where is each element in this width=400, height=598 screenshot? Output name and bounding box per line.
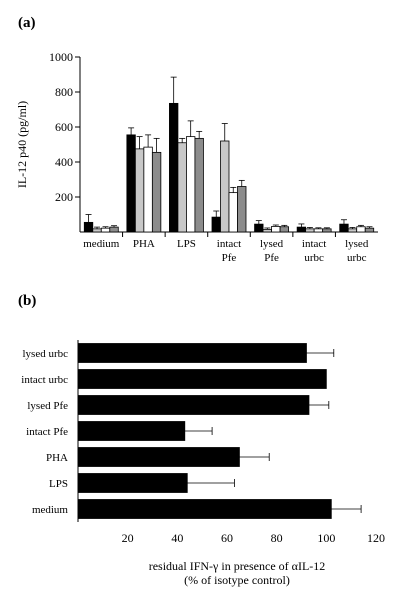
y-tick-label: 400 [55,155,73,169]
x-tick-label: 120 [367,531,385,545]
chart-a: 200 400 600 800 1000 IL-12 p40 (pg/ml) medium P… [15,50,378,264]
bar [254,223,264,233]
bar [347,228,358,233]
bar [339,223,349,233]
category-label: medium [83,238,119,250]
category-label: lysed [345,238,369,250]
bar [322,228,332,233]
y-axis-title: IL-12 p40 (pg/ml) [15,101,29,188]
y-tick-label: 600 [55,120,73,134]
bar [83,221,94,233]
bar [77,395,310,415]
bar [271,225,281,233]
y-tick-label: 800 [55,85,73,99]
bar [313,228,324,233]
bar [77,421,186,441]
x-tick-label: 100 [317,531,335,545]
y-tick-label: 1000 [49,50,73,64]
category-label: lysed Pfe [27,400,68,412]
bar [143,146,153,233]
bar [100,227,111,233]
x-tick-label: 40 [171,531,183,545]
bar [134,148,145,233]
y-tick-label: 200 [55,190,73,204]
bar [92,228,102,233]
bar [77,499,332,519]
bar [151,151,162,233]
category-label: Pfe [264,252,279,264]
category-label: intact [217,238,241,250]
bar [237,186,247,233]
category-label: intact urbc [21,374,68,386]
category-label: intact Pfe [26,426,68,438]
bar [77,369,327,389]
bar [169,102,179,233]
bar [186,136,196,233]
panel-a-label: (a) [18,15,36,31]
panel-b-label: (b) [18,293,36,309]
bar [305,228,315,233]
x-tick-label: 60 [221,531,233,545]
category-label: lysed urbc [22,348,68,360]
bar [262,228,272,233]
bar [77,343,307,363]
category-label: urbc [347,252,367,264]
bar [77,473,188,493]
bar [220,140,230,233]
category-label: LPS [49,478,68,490]
x-tick-label: 20 [122,531,134,545]
category-label: intact [302,238,326,250]
bar [126,134,136,233]
category-label: PHA [133,238,155,250]
x-axis-title-line1: residual IFN-γ in presence of αIL-12 [149,559,326,573]
x-axis-title-line2: (% of isotype control) [184,573,290,587]
bar [356,226,366,233]
bar [296,226,307,233]
bar [109,226,119,233]
category-label: PHA [46,452,68,464]
category-label: Pfe [222,252,237,264]
x-tick-label: 80 [271,531,283,545]
bar [279,226,289,233]
category-label: lysed [260,238,284,250]
category-label: urbc [304,252,324,264]
bar [177,142,187,233]
bar [364,227,375,233]
category-label: LPS [177,238,196,250]
chart-b: 20 40 60 80 100 120 lysed urbc intact urbc lysed… [21,340,385,587]
bar [211,216,221,233]
category-label: medium [32,504,68,516]
bar [228,192,238,233]
bar [77,447,240,467]
bar [194,137,204,233]
